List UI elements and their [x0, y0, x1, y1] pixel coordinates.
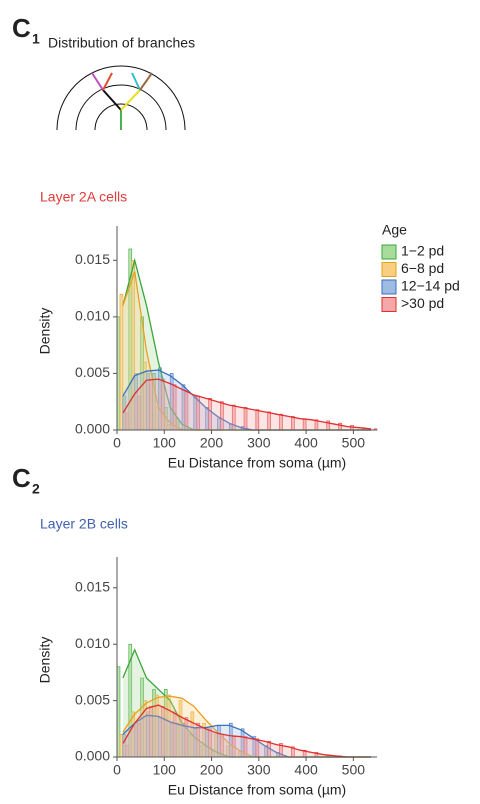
- y-tick-label: 0.010: [75, 308, 110, 324]
- x-tick-label: 100: [153, 435, 177, 451]
- x-tick-label: 200: [200, 435, 224, 451]
- y-tick-label: 0.000: [75, 421, 110, 437]
- density-area: [122, 271, 372, 430]
- density-area: [122, 370, 372, 430]
- legend-label: 12−14 pd: [401, 278, 460, 294]
- legend-label: 6−8 pd: [401, 260, 444, 276]
- y-axis-label: Density: [37, 308, 53, 355]
- y-tick-label: 0.010: [75, 635, 110, 651]
- diagram-title: Distribution of branches: [48, 35, 195, 51]
- x-tick-label: 500: [342, 435, 366, 451]
- x-tick-label: 0: [113, 435, 121, 451]
- x-tick-label: 100: [153, 762, 177, 778]
- x-tick-label: 200: [200, 762, 224, 778]
- y-tick-label: 0.005: [75, 364, 110, 380]
- legend-label: 1−2 pd: [401, 243, 444, 259]
- bar: [119, 293, 124, 431]
- x-tick-label: 500: [342, 762, 366, 778]
- legend-swatch: [381, 262, 397, 277]
- chart-title: Layer 2A cells: [40, 189, 127, 205]
- legend-swatch: [381, 279, 397, 295]
- density-area: [122, 379, 372, 430]
- x-tick-label: 300: [247, 435, 271, 451]
- bar: [119, 734, 124, 758]
- density-curve: [122, 378, 372, 430]
- legend-swatch: [381, 297, 397, 312]
- x-tick-label: 0: [113, 762, 121, 778]
- density-area: [122, 649, 372, 757]
- y-tick-label: 0.015: [75, 251, 110, 267]
- y-tick-label: 0.005: [75, 691, 110, 707]
- panel-letter: C: [12, 13, 31, 43]
- x-tick-label: 400: [294, 762, 318, 778]
- legend-swatch: [381, 244, 397, 260]
- legend-label: >30 pd: [401, 295, 444, 311]
- density-area: [122, 715, 372, 757]
- x-axis-label: Eu Distance from soma (µm): [168, 455, 346, 471]
- x-tick-label: 300: [247, 762, 271, 778]
- density-curve: [122, 704, 372, 758]
- panel-index: 1: [32, 31, 40, 47]
- density-area: [122, 696, 372, 757]
- panel-index: 2: [32, 481, 40, 497]
- chart-title: Layer 2B cells: [40, 516, 128, 532]
- density-area: [122, 260, 372, 430]
- panel-letter: C: [12, 463, 31, 493]
- x-axis-label: Eu Distance from soma (µm): [168, 782, 346, 798]
- density-area: [122, 705, 372, 757]
- y-tick-label: 0.015: [75, 579, 110, 595]
- branch-diagram: [56, 65, 186, 131]
- y-tick-label: 0.000: [75, 748, 110, 764]
- legend-title: Age: [382, 222, 407, 238]
- y-axis-label: Density: [37, 637, 53, 684]
- x-tick-label: 400: [294, 435, 318, 451]
